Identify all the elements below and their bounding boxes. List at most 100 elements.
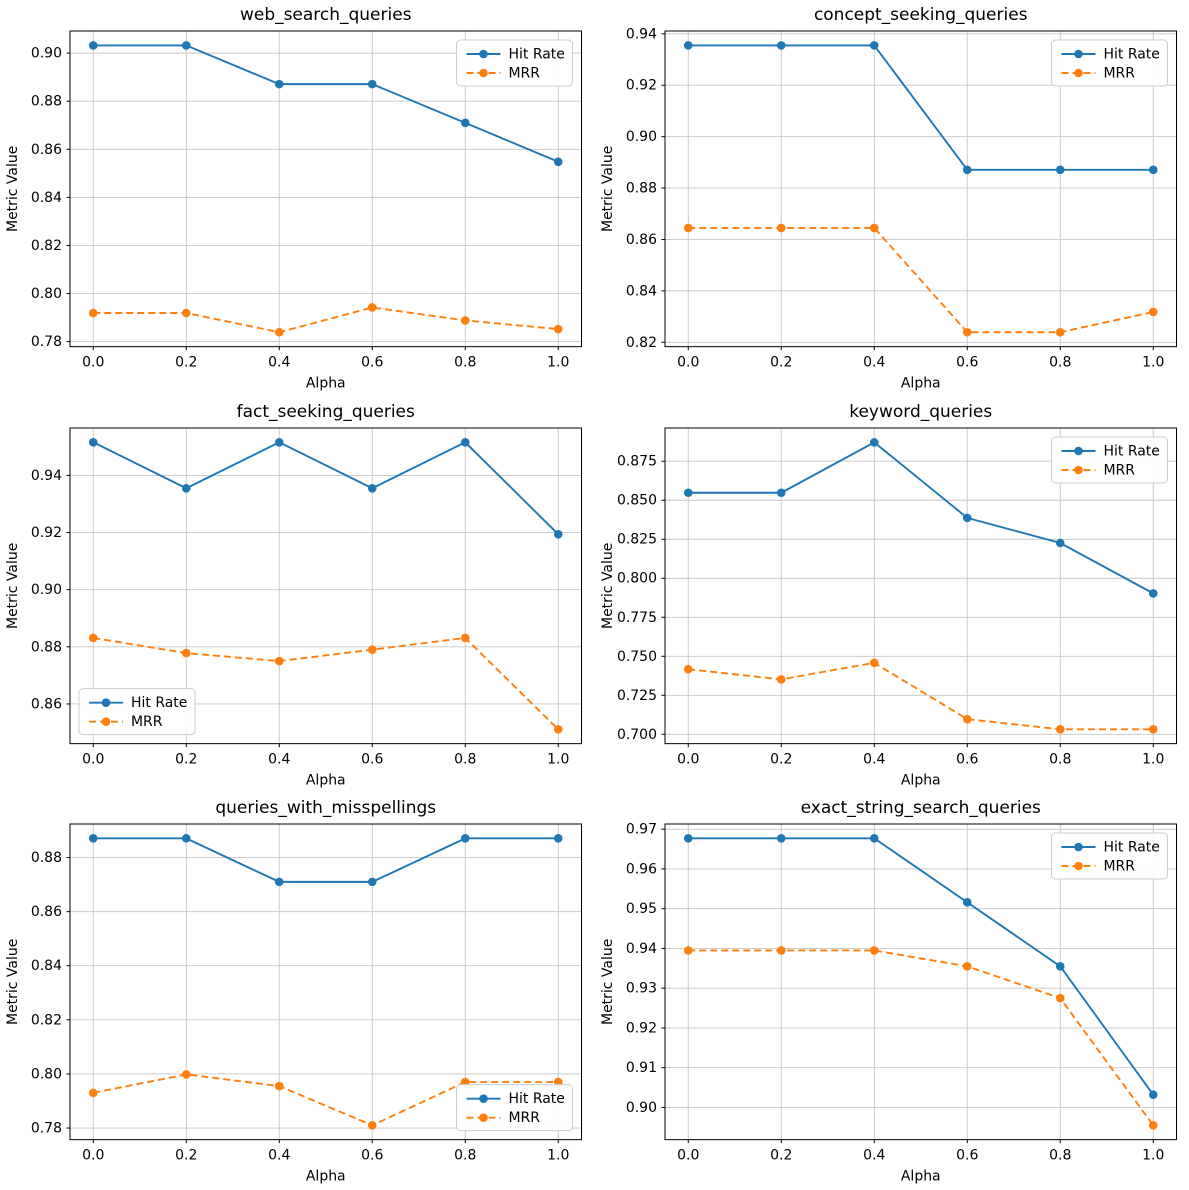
x-tick-label: 0.2 xyxy=(770,751,792,767)
x-tick-label: 1.0 xyxy=(1142,751,1164,767)
legend: Hit Rate MRR xyxy=(78,687,196,735)
mrr-data-point xyxy=(553,724,563,734)
hit-rate-data-point xyxy=(181,41,191,50)
legend-sample-marker xyxy=(479,68,488,78)
hit-rate-data-point xyxy=(962,513,972,522)
legend-label: MRR xyxy=(1103,462,1135,478)
hit-rate-data-point xyxy=(776,41,786,50)
hit-rate-data-point xyxy=(367,79,377,89)
legend-sample-marker xyxy=(101,698,111,707)
x-tick-label: 1.0 xyxy=(1142,355,1164,371)
y-tick-label: 0.88 xyxy=(625,181,656,197)
x-tick-label: 0.8 xyxy=(454,355,476,371)
hit-rate-data-point xyxy=(776,834,786,843)
x-tick-label: 0.8 xyxy=(1049,1148,1071,1164)
x-tick-label: 1.0 xyxy=(547,751,569,767)
mrr-data-point xyxy=(1148,307,1158,317)
hit-rate-data-point xyxy=(460,437,470,447)
chart-fact-seeking-queries: 0.0 0.2 0.4 0.6 0.8 1.0 0.86 0.88 0.90 0.92 0.94 fa… xyxy=(5,402,582,788)
x-axis-label: Alpha xyxy=(306,1169,346,1185)
x-tick-label: 0.4 xyxy=(268,355,290,371)
hit-rate-data-point xyxy=(1055,962,1065,971)
hit-rate-data-point xyxy=(962,898,972,907)
mrr-line xyxy=(687,949,1154,1127)
y-tick-label: 0.90 xyxy=(625,129,656,145)
mrr-data-point xyxy=(88,308,98,318)
subplot-queries-with-misspellings: 0.0 0.2 0.4 0.6 0.8 1.0 0.78 0.80 0.82 0.84 0.86 0.… xyxy=(0,793,595,1190)
legend-label: MRR xyxy=(1103,65,1135,81)
y-tick-label: 0.825 xyxy=(616,531,656,547)
mrr-data-point xyxy=(962,327,972,337)
legend-sample-marker xyxy=(479,49,488,59)
legend-sample-marker xyxy=(1073,446,1083,455)
mrr-data-point xyxy=(274,656,284,666)
hit-rate-series xyxy=(88,41,563,167)
mrr-data-point xyxy=(683,946,693,956)
mrr-series xyxy=(683,946,1158,1130)
mrr-series xyxy=(88,303,563,337)
axes-ticks: 0.0 0.2 0.4 0.6 0.8 1.0 0.78 0.80 0.82 0.84 0.86 0.… xyxy=(31,850,570,1164)
legend-label: Hit Rate xyxy=(131,695,187,711)
x-tick-label: 1.0 xyxy=(547,1148,569,1164)
hit-rate-series xyxy=(683,41,1158,175)
y-tick-label: 0.82 xyxy=(625,335,656,351)
x-tick-label: 0.4 xyxy=(268,1148,290,1164)
axes-ticks: 0.0 0.2 0.4 0.6 0.8 1.0 0.78 0.80 0.82 0.84 0.86 0.… xyxy=(31,46,570,371)
x-tick-label: 0.4 xyxy=(268,751,290,767)
y-tick-label: 0.82 xyxy=(31,238,62,254)
hit-rate-line xyxy=(92,440,559,535)
mrr-data-point xyxy=(460,633,470,642)
hit-rate-line xyxy=(93,44,559,163)
mrr-data-point xyxy=(553,324,563,334)
y-tick-label: 0.94 xyxy=(625,941,656,957)
mrr-data-point xyxy=(962,962,972,971)
axes-ticks: 0.0 0.2 0.4 0.6 0.8 1.0 0.86 0.88 0.90 0.92 0.94 xyxy=(31,468,570,768)
y-tick-label: 0.86 xyxy=(31,904,62,920)
y-tick-label: 0.78 xyxy=(31,334,62,350)
hit-rate-data-point xyxy=(1148,165,1158,175)
legend-label: Hit Rate xyxy=(509,46,565,62)
hit-rate-series xyxy=(88,834,563,887)
hit-rate-data-point xyxy=(274,79,284,89)
mrr-line xyxy=(93,636,559,730)
legend-label: Hit Rate xyxy=(1103,46,1159,62)
mrr-series xyxy=(88,633,563,734)
hit-rate-data-point xyxy=(181,834,191,843)
mrr-data-point xyxy=(869,658,879,667)
mrr-data-point xyxy=(776,946,786,956)
y-axis-label: Metric Value xyxy=(599,939,615,1025)
x-tick-label: 0.2 xyxy=(770,1148,792,1164)
subplot-keyword-queries: 0.0 0.2 0.4 0.6 0.8 1.0 0.700 0.725 0.750 0.775 0.… xyxy=(595,397,1189,794)
mrr-data-point xyxy=(88,633,98,642)
subplot-fact-seeking-queries: 0.0 0.2 0.4 0.6 0.8 1.0 0.86 0.88 0.90 0.92 0.94 fa… xyxy=(0,397,595,794)
mrr-line xyxy=(687,226,1153,334)
chart-queries-with-misspellings: 0.0 0.2 0.4 0.6 0.8 1.0 0.78 0.80 0.82 0.84 0.86 0.… xyxy=(5,798,582,1185)
y-tick-label: 0.86 xyxy=(625,232,656,248)
y-axis-label: Metric Value xyxy=(599,542,615,628)
hit-rate-data-point xyxy=(869,41,879,50)
x-tick-label: 0.2 xyxy=(175,355,197,371)
y-tick-label: 0.80 xyxy=(31,286,62,302)
y-tick-label: 0.94 xyxy=(625,26,656,42)
chart-concept-seeking-queries: 0.0 0.2 0.4 0.6 0.8 1.0 0.82 0.84 0.86 0.88 0.90 0.… xyxy=(599,5,1177,392)
grid xyxy=(664,427,1176,744)
x-tick-label: 0.6 xyxy=(361,751,383,767)
chart-title: queries_with_misspellings xyxy=(215,798,436,818)
mrr-data-point xyxy=(181,1070,191,1080)
x-tick-label: 1.0 xyxy=(1142,1148,1164,1164)
legend-label: MRR xyxy=(509,65,541,81)
chart-keyword-queries: 0.0 0.2 0.4 0.6 0.8 1.0 0.700 0.725 0.750 0.775 0.… xyxy=(599,402,1177,788)
legend: Hit Rate MRR xyxy=(1050,832,1168,880)
y-tick-label: 0.80 xyxy=(31,1067,62,1083)
hit-rate-data-point xyxy=(274,437,284,447)
hit-rate-data-point xyxy=(460,118,470,128)
chart-title: keyword_queries xyxy=(849,402,992,422)
mrr-data-point xyxy=(367,303,377,312)
mrr-data-point xyxy=(367,645,377,654)
legend-sample-marker xyxy=(1073,862,1083,871)
x-tick-label: 0.8 xyxy=(454,1148,476,1164)
x-tick-label: 0.6 xyxy=(956,751,978,767)
legend-sample-marker xyxy=(1073,465,1083,474)
hit-rate-data-point xyxy=(274,877,284,887)
